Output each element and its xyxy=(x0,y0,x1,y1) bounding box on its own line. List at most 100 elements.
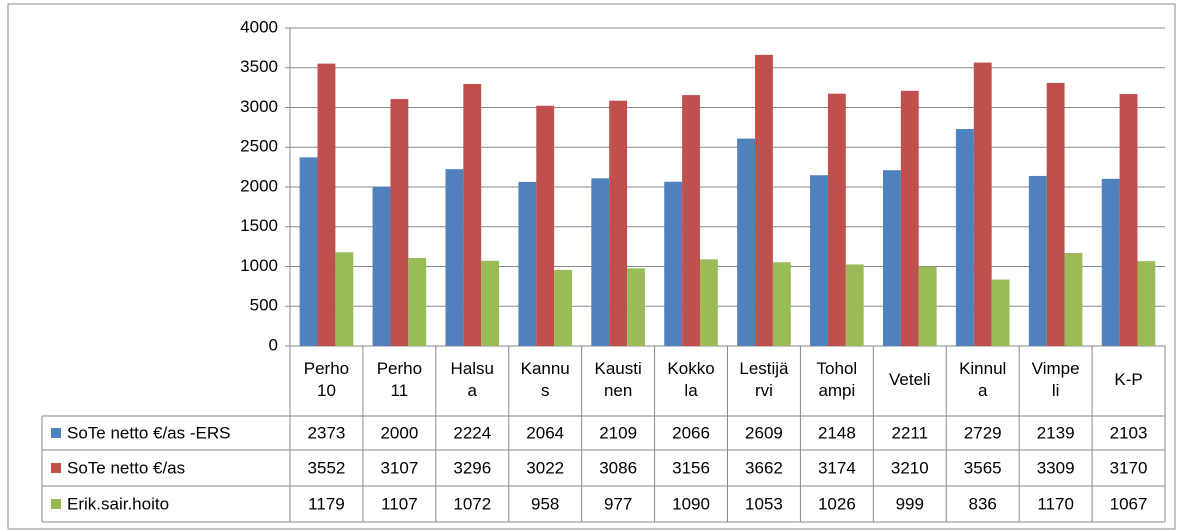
table-value: 3156 xyxy=(672,458,710,477)
table-value: 2000 xyxy=(380,423,418,442)
bar xyxy=(299,157,318,346)
bar xyxy=(372,187,391,346)
bar xyxy=(518,181,537,346)
bar xyxy=(955,129,974,346)
table-value: 836 xyxy=(969,494,997,513)
table-value: 3022 xyxy=(526,458,564,477)
bar xyxy=(699,259,718,346)
bar xyxy=(591,178,610,346)
legend-key xyxy=(51,463,61,473)
bar xyxy=(408,257,427,346)
table-value: 3552 xyxy=(308,458,346,477)
bar xyxy=(1101,178,1120,346)
bar xyxy=(609,100,628,347)
table-value: 3565 xyxy=(964,458,1002,477)
bar xyxy=(1137,261,1156,346)
table-value: 2211 xyxy=(892,423,929,442)
table-value: 1026 xyxy=(818,494,856,513)
bar xyxy=(900,90,919,347)
table-value: 1053 xyxy=(745,494,783,513)
bar xyxy=(445,169,464,346)
table-value: 3107 xyxy=(380,458,418,477)
bar xyxy=(737,138,756,346)
bar xyxy=(772,262,791,346)
table-value: 2373 xyxy=(308,423,346,442)
bar xyxy=(682,95,700,347)
table-value: 3174 xyxy=(818,458,856,477)
legend-label: SoTe netto €/as xyxy=(67,458,185,477)
bar xyxy=(317,63,336,347)
table-value: 1067 xyxy=(1110,494,1148,513)
y-tick-label: 1500 xyxy=(240,216,278,235)
bar xyxy=(664,181,683,346)
table-value: 3309 xyxy=(1037,458,1075,477)
table-value: 2066 xyxy=(672,423,710,442)
table-value: 3086 xyxy=(599,458,637,477)
bar xyxy=(1028,175,1047,346)
x-tick-label: Lestijä rvi xyxy=(739,359,789,400)
x-tick-label: Kinnul a xyxy=(959,359,1006,400)
table-value: 1179 xyxy=(308,494,345,513)
legend-key xyxy=(51,499,61,509)
table-value: 2224 xyxy=(453,423,491,442)
table-value: 2609 xyxy=(745,423,783,442)
table-value: 3296 xyxy=(453,458,491,477)
bar xyxy=(918,266,937,346)
y-tick-label: 3000 xyxy=(240,97,278,116)
legend-label: SoTe netto €/as -ERS xyxy=(67,423,230,442)
bar xyxy=(973,62,992,347)
x-tick-label: Perho 11 xyxy=(377,359,422,400)
bar xyxy=(755,54,773,346)
y-tick-label: 1000 xyxy=(240,256,278,275)
table-value: 1107 xyxy=(381,494,418,513)
y-tick-label: 500 xyxy=(250,296,278,315)
y-tick-label: 4000 xyxy=(240,17,278,36)
bar xyxy=(810,175,828,346)
x-tick-label: Kokko la xyxy=(667,359,714,400)
x-tick-label: Halsu a xyxy=(451,359,494,400)
table-value: 2109 xyxy=(599,423,637,442)
table-value: 1072 xyxy=(453,494,491,513)
x-tick-label: Kausti nen xyxy=(595,359,642,400)
bar xyxy=(554,269,573,346)
table-value: 1170 xyxy=(1037,494,1074,513)
table-value: 999 xyxy=(896,494,924,513)
x-tick-label: Veteli xyxy=(889,370,931,389)
table-value: 2064 xyxy=(526,423,564,442)
bar xyxy=(882,170,901,346)
y-tick-label: 2500 xyxy=(240,137,278,156)
x-tick-label: Perho 10 xyxy=(304,359,349,400)
legend-key xyxy=(51,428,61,438)
table-value: 3210 xyxy=(891,458,929,477)
table-value: 2729 xyxy=(964,423,1002,442)
bar xyxy=(827,93,846,347)
bar xyxy=(845,264,864,346)
bar xyxy=(991,279,1010,346)
table-value: 958 xyxy=(531,494,559,513)
table-value: 2139 xyxy=(1037,423,1075,442)
y-tick-label: 3500 xyxy=(240,57,278,76)
bar xyxy=(390,98,409,346)
y-tick-label: 0 xyxy=(269,335,278,354)
bar xyxy=(1064,252,1083,346)
legend-label: Erik.sair.hoito xyxy=(67,494,169,513)
x-tick-label: Kannu s xyxy=(521,359,570,400)
table-value: 3170 xyxy=(1110,458,1148,477)
bar xyxy=(536,105,555,346)
x-tick-label: Vimpe li xyxy=(1032,359,1080,400)
bar xyxy=(627,268,645,346)
table-value: 3662 xyxy=(745,458,783,477)
bar xyxy=(463,83,482,346)
bar xyxy=(481,260,500,346)
y-tick-label: 2000 xyxy=(240,176,278,195)
bar xyxy=(335,252,354,346)
table-value: 1090 xyxy=(672,494,710,513)
table-value: 2148 xyxy=(818,423,856,442)
table-value: 2103 xyxy=(1110,423,1148,442)
table-value: 977 xyxy=(604,494,632,513)
bar xyxy=(1046,82,1065,346)
bar xyxy=(1119,93,1138,346)
x-tick-label: K-P xyxy=(1114,370,1142,389)
x-tick-label: Tohol ampi xyxy=(817,359,858,400)
